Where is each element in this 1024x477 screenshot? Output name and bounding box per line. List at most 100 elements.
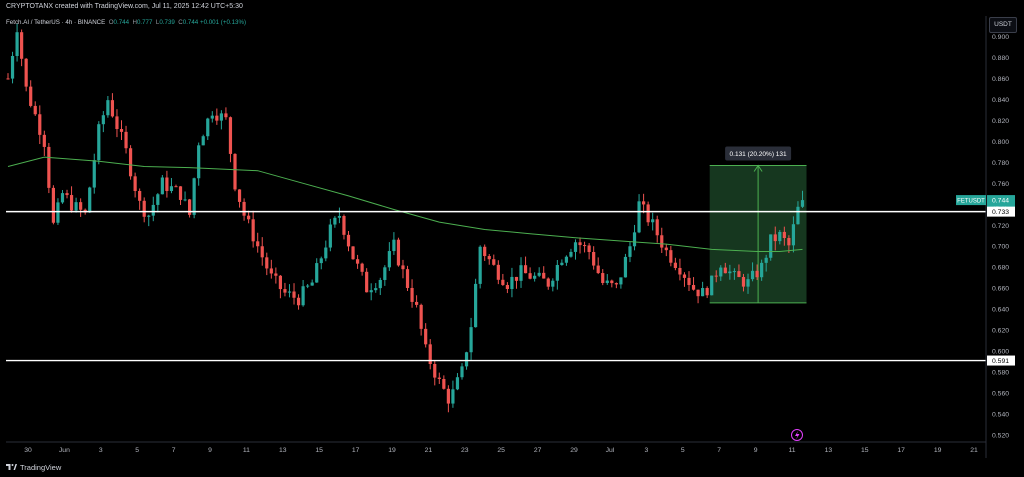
candle (800, 190, 805, 208)
time-tick-label: 9 (754, 447, 758, 454)
candle-body (97, 124, 101, 161)
candle-body (619, 277, 623, 285)
candle (115, 109, 119, 138)
candle (124, 125, 128, 154)
candle (247, 210, 251, 224)
candle-body (560, 262, 564, 265)
candle (29, 80, 33, 108)
candle (42, 130, 46, 156)
candle (533, 272, 537, 282)
lightning-icon[interactable] (791, 429, 803, 441)
low-label: L (155, 19, 160, 26)
candle-body (514, 276, 519, 281)
candle (401, 259, 405, 279)
candle (33, 101, 37, 116)
candle (673, 257, 677, 271)
candle-body (192, 178, 196, 215)
candle-body (160, 177, 164, 195)
price-axis[interactable]: 0.900 0.880 0.860 0.840 0.820 0.800 0.780 0.760… (985, 16, 1009, 458)
candle (278, 275, 282, 299)
candle-body (365, 271, 369, 293)
candle (351, 246, 355, 260)
candle (578, 237, 582, 254)
currency-button[interactable]: USDT (989, 17, 1017, 33)
candle-body (782, 231, 786, 239)
candle (383, 265, 387, 286)
time-tick-label: 27 (534, 447, 542, 454)
candle-body (178, 186, 183, 200)
candle-body (587, 245, 591, 252)
measurement-label-bg (725, 146, 792, 161)
candle (101, 111, 105, 133)
candle (92, 153, 96, 194)
line-price-badge (987, 355, 1015, 366)
time-tick-label: 11 (243, 447, 250, 454)
candle (165, 170, 169, 198)
candle-body (605, 280, 609, 283)
time-axis[interactable]: 30 Jun 3 5 7 9 11 13 15 17 19 21 23 25 27 29 Jul 3 5 7 9 11 13… (6, 441, 986, 454)
candle-body (197, 145, 201, 179)
candle-body (15, 32, 19, 56)
candle (151, 196, 155, 222)
candle (88, 186, 92, 213)
time-tick-label: 17 (897, 447, 905, 454)
candle (764, 254, 768, 272)
symbol-legend[interactable]: Fetch.AI / TetherUS · 4h · BINANCE O0.74… (6, 19, 246, 26)
candle-body (224, 113, 228, 118)
candle (542, 266, 546, 279)
candle-body (764, 257, 768, 263)
candle (560, 259, 564, 266)
candle (691, 277, 696, 291)
candle (324, 240, 328, 262)
measurement-tool[interactable]: 0.131 (20.20%) 131 (709, 146, 807, 304)
candle-body (714, 275, 718, 277)
candle (287, 284, 292, 298)
candle (737, 264, 741, 278)
candle (15, 23, 19, 62)
candle (514, 276, 519, 289)
candle (355, 254, 360, 269)
candle (38, 105, 42, 145)
price-tick-label: 0.640 (992, 307, 1009, 314)
candle (256, 232, 260, 253)
line-price-text: 0.733 (992, 209, 1009, 216)
candle (601, 269, 605, 286)
candle (551, 278, 555, 292)
symbol-badge (956, 195, 986, 206)
candle-body (642, 201, 646, 205)
time-tick-label: 29 (570, 447, 578, 454)
candle (696, 289, 700, 304)
candle-body (328, 224, 332, 248)
candle-body (610, 280, 614, 284)
candle-body (396, 239, 401, 266)
candle (582, 241, 587, 253)
horizontal-lines[interactable] (6, 210, 986, 362)
candle-body (528, 273, 532, 279)
price-tick-label: 0.660 (992, 286, 1009, 293)
candle (660, 227, 664, 253)
candle-body (424, 328, 428, 345)
candle-body (360, 263, 364, 272)
candle-body (310, 282, 314, 286)
price-tick-label: 0.820 (992, 118, 1009, 125)
candle (433, 360, 437, 386)
candle-body (101, 115, 105, 125)
candle (233, 153, 237, 192)
candle-body (128, 148, 133, 177)
candle-body (301, 286, 305, 306)
candle (769, 234, 773, 261)
candle (682, 272, 687, 287)
last-price-text: 0.744 (992, 198, 1009, 205)
candle-body (437, 377, 441, 379)
candle-body (42, 134, 46, 147)
candle-body (510, 276, 514, 289)
tradingview-logo[interactable]: TradingView (6, 463, 61, 472)
candle-body (746, 279, 750, 287)
symbol-name[interactable]: Fetch.AI / TetherUS · 4h · BINANCE (6, 19, 106, 26)
price-tick-label: 0.540 (992, 412, 1009, 419)
candle (728, 264, 732, 280)
candle-body (592, 251, 596, 266)
candle-body (401, 265, 405, 270)
candle (283, 282, 287, 297)
